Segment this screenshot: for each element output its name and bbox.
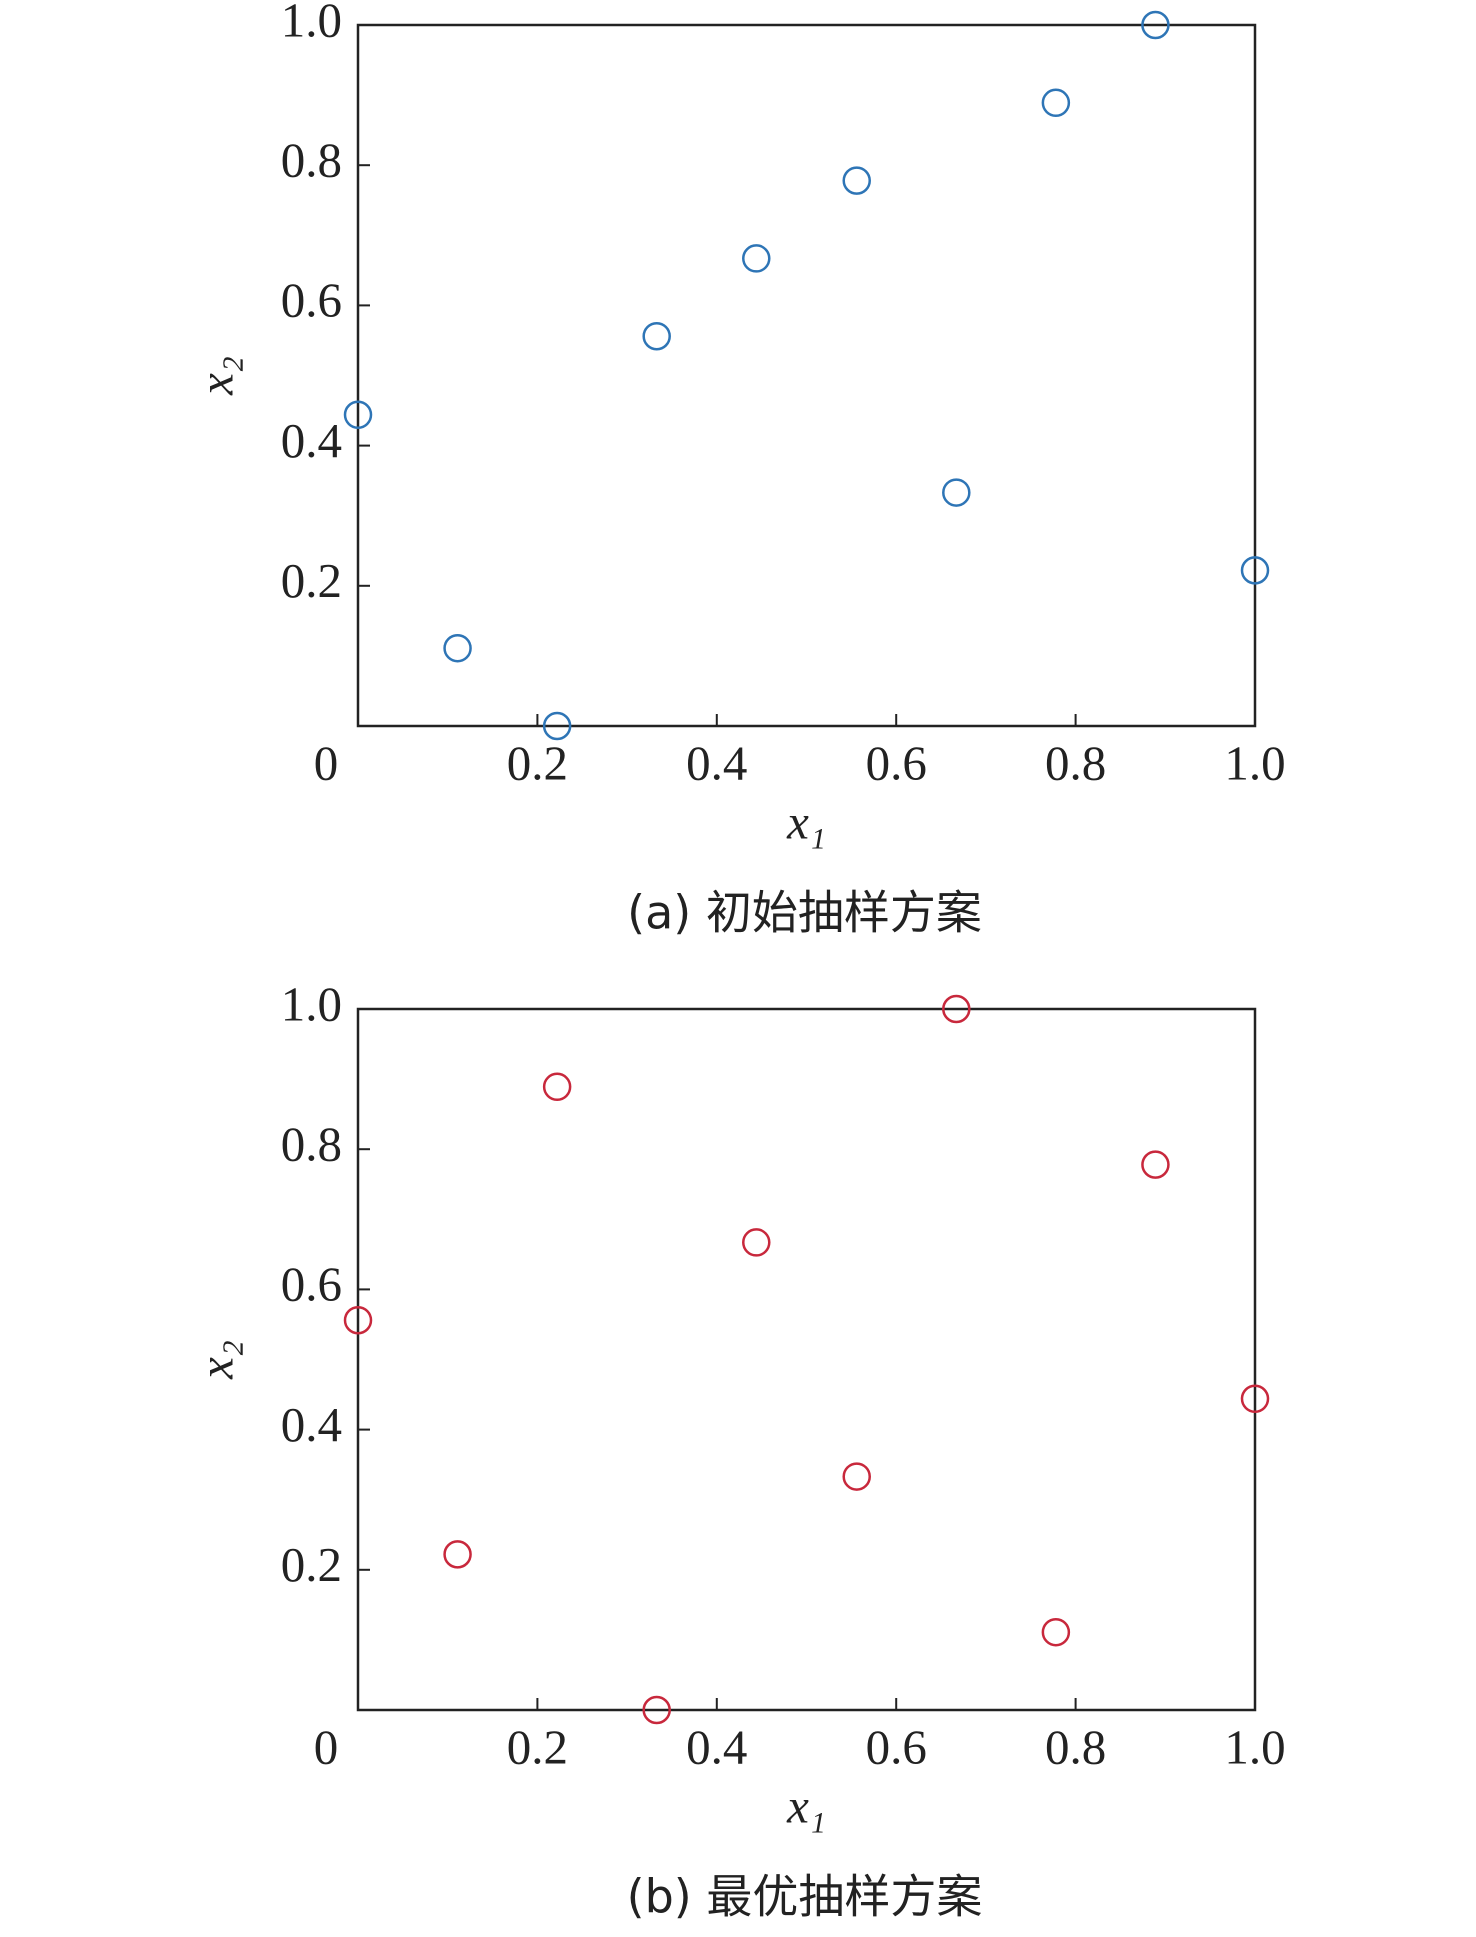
caption: (b) 最优抽样方案	[627, 1870, 983, 1924]
y-tick-label: 0.8	[281, 1116, 342, 1171]
point	[1240, 556, 1270, 585]
point	[443, 1540, 472, 1569]
point	[1240, 1384, 1270, 1414]
x-tick-label: 0.4	[686, 1719, 747, 1774]
x-axis-label: x₁	[786, 1778, 826, 1833]
caption: (a) 初始抽样方案	[627, 886, 982, 940]
point	[842, 1462, 871, 1491]
point	[1141, 1150, 1170, 1179]
y-tick-label: 0.2	[281, 553, 342, 608]
x-tick-label: 0.2	[507, 1719, 568, 1774]
point	[842, 166, 871, 195]
y-tick-label: 1.0	[281, 0, 342, 47]
x-tick-label: 0.8	[1045, 1719, 1106, 1774]
point	[343, 400, 373, 430]
point	[542, 1072, 572, 1102]
point	[742, 1228, 771, 1257]
x-tick-label: 1.0	[1224, 735, 1285, 790]
plot-frame	[356, 1007, 1257, 1712]
x-axis-label: x₁	[786, 794, 826, 849]
x-tick-label: 0.8	[1045, 735, 1106, 790]
x-tick-label: 0.6	[866, 735, 927, 790]
y-axis-label: x₂	[188, 356, 243, 396]
point	[343, 1305, 373, 1335]
point	[742, 244, 771, 273]
point	[642, 1695, 671, 1725]
y-axis-label: x₂	[188, 1340, 243, 1380]
point	[443, 633, 472, 663]
point	[942, 478, 971, 507]
x-tick-label: 0.2	[507, 735, 568, 790]
y-tick-label: 0.6	[281, 1257, 342, 1312]
point	[1041, 88, 1071, 118]
point	[942, 994, 971, 1024]
y-tick-label: 0.4	[281, 413, 342, 468]
x-tick-label: 0	[314, 1719, 339, 1774]
y-tick-label: 0.4	[281, 1397, 342, 1452]
x-tick-label: 0.6	[866, 1719, 927, 1774]
y-tick-label: 0.2	[281, 1537, 342, 1592]
y-tick-label: 0.6	[281, 273, 342, 328]
point	[642, 321, 671, 351]
plot-frame	[356, 23, 1257, 728]
y-tick-label: 0.8	[281, 132, 342, 187]
point	[542, 711, 572, 741]
point	[1141, 10, 1170, 40]
x-tick-label: 0	[314, 735, 339, 790]
y-tick-label: 1.0	[281, 976, 342, 1031]
x-tick-label: 0.4	[686, 735, 747, 790]
point	[1041, 1617, 1071, 1647]
x-tick-label: 1.0	[1224, 1719, 1285, 1774]
